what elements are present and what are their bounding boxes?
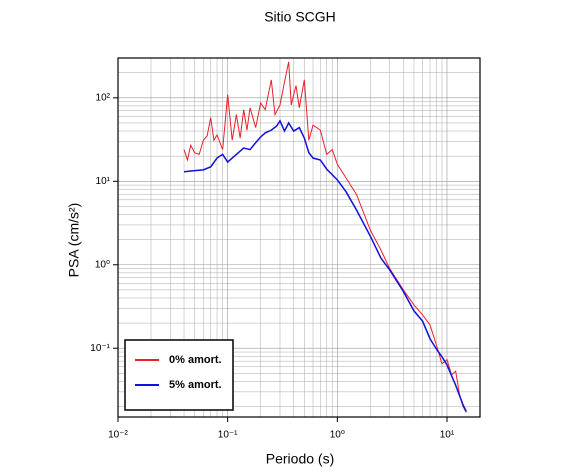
legend-label: 0% amort.: [169, 354, 222, 366]
y-tick-label: 10⁰: [95, 259, 110, 270]
x-tick-label: 10⁻¹: [218, 430, 238, 441]
x-tick-label: 10¹: [440, 430, 455, 441]
x-axis-label: Periodo (s): [266, 451, 334, 467]
legend-box: [124, 339, 234, 411]
series-line: [183, 61, 467, 413]
x-tick-label: 10⁻²: [108, 430, 128, 441]
plot-frame: [117, 57, 481, 418]
y-tick-label: 10²: [96, 92, 111, 103]
legend-label: 5% amort.: [169, 379, 222, 391]
series-line: [183, 119, 467, 412]
chart-title: Sitio SCGH: [264, 9, 336, 25]
x-tick-label: 10⁰: [330, 430, 345, 441]
y-tick-label: 10¹: [96, 176, 111, 187]
y-tick-label: 10⁻¹: [90, 343, 110, 354]
y-axis-label: PSA (cm/s²): [66, 203, 82, 278]
